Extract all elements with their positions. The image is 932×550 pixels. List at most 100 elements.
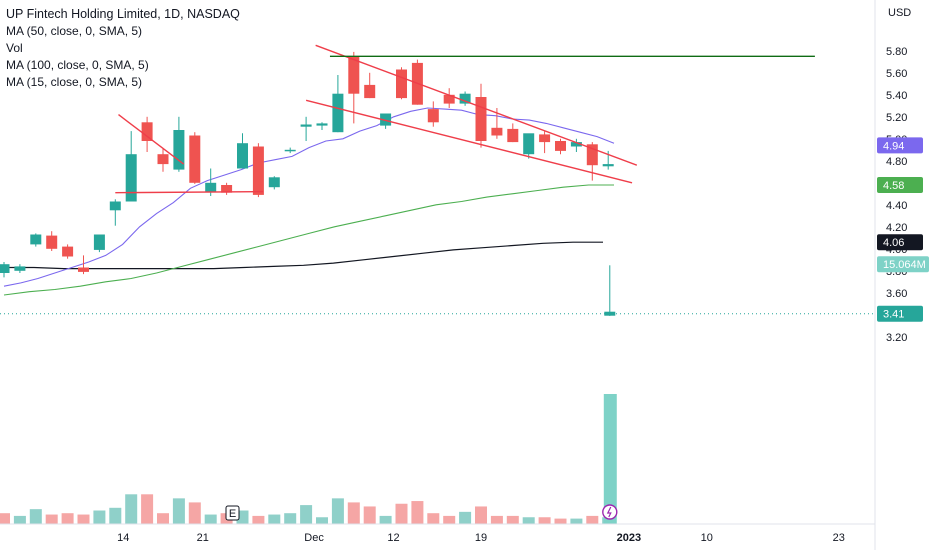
candle-body: [316, 123, 328, 126]
candle-body: [189, 135, 201, 183]
earnings-marker-label: E: [229, 508, 236, 520]
time-tick-label: 23: [833, 532, 845, 544]
last-price-badge: 3.41: [883, 309, 904, 321]
price-tick-label: 5.60: [886, 68, 907, 80]
volume-bar: [45, 514, 58, 524]
volume-bar: [347, 502, 360, 524]
ma50-line: [3, 184, 614, 296]
volume-bar: [141, 494, 154, 524]
candle-body: [125, 154, 137, 202]
price-tick-label: 5.40: [886, 90, 907, 102]
candle-body: [237, 143, 248, 169]
price-tick-label: 3.60: [886, 288, 907, 300]
price-tick-label: 4.20: [886, 222, 907, 234]
candle-body: [427, 109, 439, 123]
candle-body: [221, 185, 233, 193]
ma100-price-badge: 4.06: [883, 237, 904, 249]
price-tick-label: 3.20: [886, 332, 907, 344]
ma50-price-badge: 4.58: [883, 180, 904, 192]
candle-body: [507, 128, 519, 143]
ma15-line: [3, 107, 615, 287]
volume-bar: [475, 506, 487, 524]
events-lightning-icon: [602, 504, 618, 520]
candle-body: [555, 141, 566, 151]
candle-body: [93, 234, 105, 250]
volume-bar: [379, 515, 392, 524]
ma50-price-badge-bg: [877, 177, 923, 193]
ma100-line: [4, 241, 603, 270]
volume-bar: [29, 509, 42, 524]
candle-body: [173, 130, 185, 170]
candle-body: [443, 94, 455, 104]
price-tick-label: 5.80: [886, 46, 907, 58]
volume-bar: [109, 507, 122, 524]
candle-body: [252, 146, 264, 195]
volume-bar: [157, 513, 169, 524]
candle-body: [300, 124, 312, 127]
currency-label: USD: [888, 7, 911, 19]
price-tick-label: 4.40: [886, 200, 907, 212]
volume-bar: [300, 505, 313, 524]
chart-legend: UP Fintech Holding Limited, 1D, NASDAQ M…: [6, 6, 240, 91]
last-candle-body: [604, 311, 616, 316]
volume-bar: [0, 513, 10, 524]
candle-body: [396, 69, 407, 99]
time-tick-label: Dec: [304, 532, 324, 544]
ma100-price-badge-bg: [877, 234, 923, 251]
indicator-ma50-label[interactable]: MA (50, close, 0, SMA, 5): [6, 24, 143, 38]
time-tick-label: 19: [475, 532, 487, 544]
volume-bar: [586, 515, 599, 524]
lightning-glyph: [606, 506, 612, 518]
volume-bar: [459, 511, 472, 524]
volume-bar: [316, 517, 328, 524]
trendline: [118, 114, 185, 165]
time-tick-label: 21: [197, 532, 209, 544]
volume-bar: [331, 498, 344, 524]
earnings-marker: [225, 505, 240, 521]
time-tick-label: 10: [701, 532, 713, 544]
candle-body: [523, 133, 535, 155]
time-tick-label: 12: [387, 532, 399, 544]
trendline: [315, 44, 638, 166]
volume-bar: [93, 510, 106, 524]
price-axis: USD5.805.605.405.205.004.804.604.404.204…: [0, 0, 911, 550]
volume-bar: [395, 503, 408, 524]
volume-bar: [443, 515, 456, 524]
candle-body: [0, 264, 10, 273]
volume-bar: [522, 517, 535, 524]
volume-badge: 15.064M: [883, 259, 926, 271]
trendlines: [115, 44, 815, 194]
candle-body: [364, 84, 376, 99]
indicator-ma15-label[interactable]: MA (15, close, 0, SMA, 5): [6, 75, 143, 89]
volume-bar: [284, 513, 297, 524]
ma15-price-badge: 4.94: [883, 140, 904, 152]
volume-highlight-bar: [603, 394, 617, 524]
volume-bar: [506, 515, 519, 524]
price-badges: 4.94 4.58 4.06 15.064M 3.41: [877, 137, 929, 322]
candle-body: [348, 56, 360, 94]
volume-bar: [268, 514, 281, 524]
time-tick-label: 2023: [617, 532, 641, 544]
symbol-title[interactable]: UP Fintech Holding Limited, 1D, NASDAQ: [6, 7, 240, 21]
indicator-volume-label[interactable]: Vol: [6, 41, 23, 55]
candle-body: [284, 149, 296, 152]
candle-body: [586, 144, 598, 166]
volume-bar: [427, 513, 440, 524]
volume-bars: [0, 394, 617, 524]
volume-badge-bg: [877, 256, 929, 273]
candle-body: [141, 122, 153, 141]
volume-bar: [61, 513, 74, 524]
candle-body: [491, 127, 503, 136]
candle-body: [46, 235, 58, 249]
candle-body: [205, 182, 217, 192]
candle-body: [14, 266, 26, 271]
candle-body: [62, 246, 74, 257]
candle-body: [268, 177, 280, 188]
volume-bar: [172, 498, 185, 524]
candle-body: [78, 267, 89, 272]
indicator-ma100-label[interactable]: MA (100, close, 0, SMA, 5): [6, 58, 149, 72]
last-price-badge-bg: [877, 305, 923, 322]
price-tick-label: 5.20: [886, 112, 907, 124]
